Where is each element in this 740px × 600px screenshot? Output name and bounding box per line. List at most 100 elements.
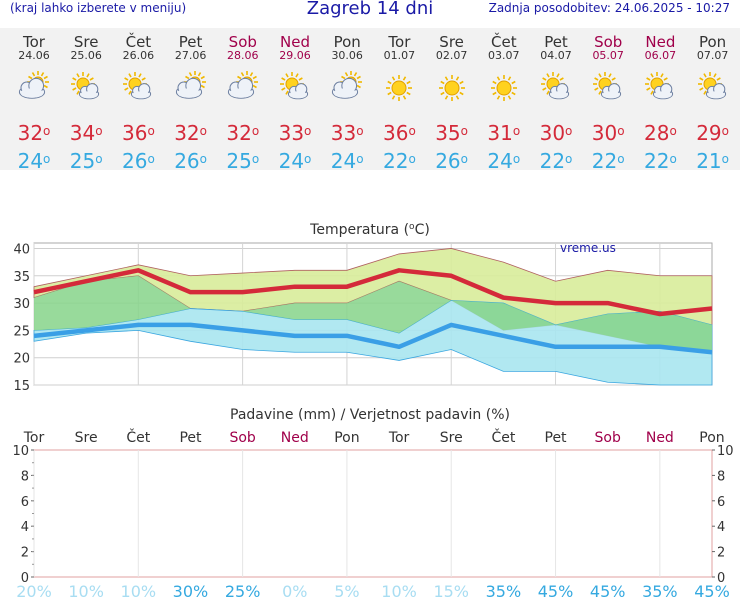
- degree-symbol: o: [147, 124, 155, 138]
- partly-cloudy-icon: [227, 71, 258, 99]
- precip-day-label: Čet: [126, 428, 150, 446]
- precip-day-label: Tor: [23, 430, 45, 446]
- precipitation-chart: Padavine (mm) / Verjetnost padavin (%) To…: [12, 407, 733, 600]
- precip-probability-label: 45%: [538, 582, 574, 600]
- sun-ray: [184, 75, 189, 80]
- temp-tick-label: 15: [13, 379, 30, 394]
- sun-ray: [240, 72, 244, 77]
- location-menu-hint[interactable]: (kraj lahko izberete v meniju): [10, 1, 187, 15]
- max-temp-value: 29: [696, 121, 722, 145]
- sun-ray: [281, 87, 286, 91]
- precip-day-label: Pet: [545, 430, 568, 446]
- degree-symbol: o: [512, 152, 521, 166]
- sun-ray: [89, 77, 94, 81]
- precip-tick-label-right: 8: [717, 469, 725, 484]
- sun-ray: [496, 95, 500, 100]
- degree-symbol: o: [95, 152, 103, 166]
- sun-ray: [608, 73, 612, 78]
- max-temp-value: 31: [487, 121, 513, 145]
- cloud-fill: [333, 88, 357, 98]
- sun-disc: [496, 80, 512, 96]
- sun-ray: [31, 72, 36, 77]
- min-temp-value: 25: [226, 149, 252, 173]
- precip-day-label: Pon: [699, 430, 724, 446]
- sun-ray: [236, 75, 242, 80]
- max-temp-value: 33: [330, 121, 357, 145]
- degree-symbol: o: [43, 124, 51, 138]
- sun-ray: [124, 87, 129, 91]
- sun-ray: [646, 87, 651, 91]
- partly-cloudy-icon: [332, 71, 363, 99]
- precip-tick-label: 4: [21, 520, 29, 535]
- sun-ray: [285, 90, 289, 95]
- min-temp-value: 22: [539, 149, 566, 173]
- degree-symbol: o: [408, 152, 416, 166]
- cloud-shape: [653, 83, 674, 100]
- sun-ray: [458, 80, 464, 85]
- degree-symbol: o: [251, 152, 260, 166]
- sun-ray: [28, 75, 33, 80]
- max-temp-value: 33: [278, 121, 305, 145]
- max-temp: 36o: [112, 122, 164, 144]
- precip-day-label: Sob: [229, 430, 255, 446]
- degree-symbol: o: [565, 152, 573, 166]
- precip-day-label: Čet: [491, 428, 515, 446]
- sun-ray: [72, 77, 77, 81]
- sun-ray: [40, 72, 45, 77]
- min-temp: 26o: [426, 150, 478, 172]
- max-temp: 36o: [373, 122, 425, 144]
- degree-symbol: o: [721, 124, 729, 138]
- sun-ray: [458, 91, 464, 96]
- sun-ray: [86, 73, 90, 78]
- day-column: Pet 27.06 32o 26o: [165, 28, 217, 172]
- cloud-shape: [548, 83, 570, 100]
- sun-cloud-icon: [123, 72, 152, 100]
- degree-symbol: o: [199, 124, 207, 138]
- min-temp-value: 21: [696, 149, 722, 173]
- day-date: 07.07: [696, 49, 729, 62]
- sun-disc: [391, 80, 407, 96]
- min-temp-value: 22: [591, 149, 618, 173]
- degree-symbol: o: [565, 124, 573, 138]
- day-column: Tor 24.06 32o 24o: [8, 28, 60, 172]
- min-temp: 25o: [217, 150, 269, 172]
- sun-ray: [252, 84, 257, 89]
- precip-tick-label: 2: [21, 546, 29, 561]
- degree-symbol: o: [460, 124, 468, 138]
- day-column: Ned 29.06 33o 24o: [269, 28, 321, 172]
- sun-shape: [438, 75, 465, 101]
- sun-ray: [611, 77, 616, 81]
- max-temp-value: 32: [174, 121, 200, 145]
- min-temp-value: 26: [174, 149, 200, 173]
- temp-tick-label: 25: [13, 324, 30, 339]
- min-temp: 24o: [478, 150, 530, 172]
- sun-ray: [200, 84, 205, 89]
- cloud-fill: [706, 91, 725, 99]
- cloud-fill: [132, 91, 151, 99]
- precip-probability-label: 20%: [16, 582, 52, 600]
- sun-ray: [387, 91, 392, 96]
- precip-tick-label-right: 4: [717, 520, 725, 535]
- day-date: 24.06: [18, 49, 50, 62]
- precip-probability-label: 15%: [433, 582, 469, 600]
- precip-day-label: Pon: [334, 430, 359, 446]
- sun-ray: [594, 77, 599, 81]
- sun-ray: [439, 91, 445, 96]
- sun-disc: [444, 80, 460, 96]
- sun-ray: [542, 77, 547, 81]
- max-temp: 29o: [687, 122, 739, 144]
- precip-day-label: Tor: [388, 430, 410, 446]
- sun-ray: [598, 73, 602, 78]
- sun-ray: [511, 80, 516, 85]
- day-name: Pon: [698, 33, 727, 51]
- sun-ray: [650, 73, 655, 78]
- degree-symbol: o: [617, 124, 625, 138]
- sun-ray: [712, 73, 717, 78]
- max-temp-value: 35: [435, 121, 461, 145]
- sun-ray: [403, 76, 407, 81]
- day-column: Sob 28.06 32o 25o: [217, 28, 269, 172]
- last-update: Zadnja posodobitev: 24.06.2025 - 10:27: [488, 1, 730, 15]
- sun-ray: [141, 77, 147, 81]
- degree-symbol: o: [356, 152, 364, 166]
- min-temp: 22o: [582, 150, 634, 172]
